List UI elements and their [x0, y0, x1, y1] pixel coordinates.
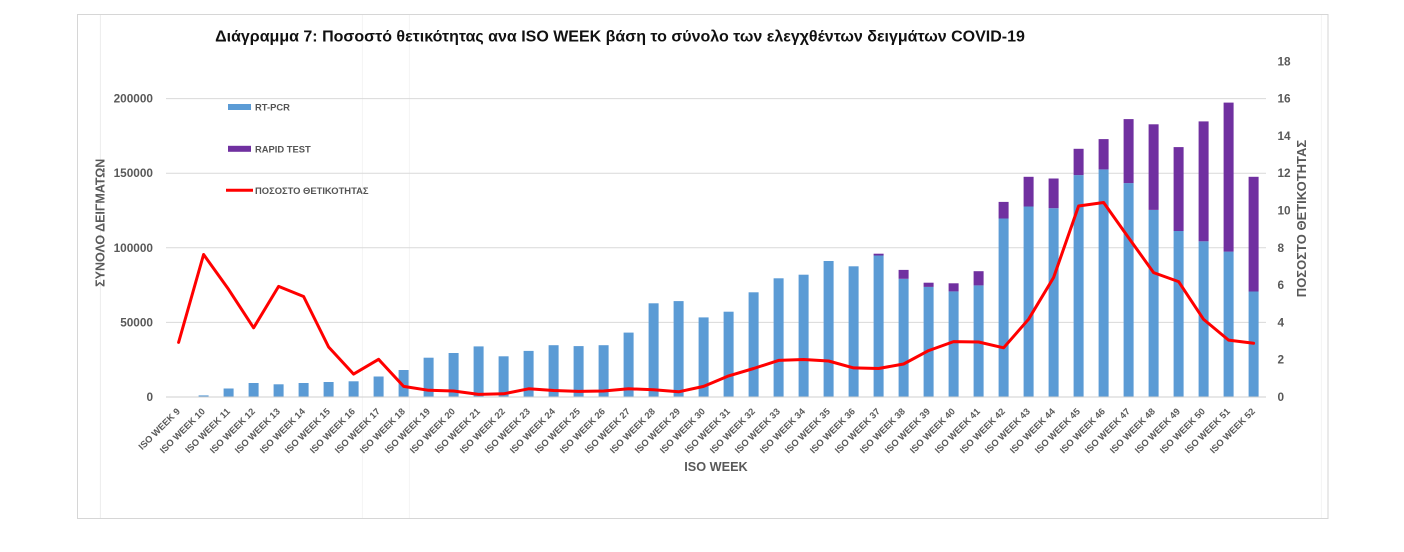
- svg-text:14: 14: [1278, 129, 1292, 143]
- svg-text:RAPID TEST: RAPID TEST: [255, 143, 311, 154]
- svg-text:6: 6: [1278, 278, 1285, 292]
- svg-text:0: 0: [1278, 390, 1285, 404]
- svg-text:100000: 100000: [114, 241, 154, 255]
- svg-text:Διάγραμμα 7: Ποσοστό θετικότητ: Διάγραμμα 7: Ποσοστό θετικότητας ανα ISO…: [215, 29, 1025, 46]
- svg-text:150000: 150000: [114, 166, 154, 180]
- svg-text:ΠΟΣΟΣΤΟ ΘΕΤΙΚΟΤΗΤΑΣ: ΠΟΣΟΣΤΟ ΘΕΤΙΚΟΤΗΤΑΣ: [1294, 140, 1309, 298]
- svg-text:8: 8: [1278, 241, 1285, 255]
- svg-text:2: 2: [1278, 353, 1285, 367]
- svg-text:ΠΟΣΟΣΤΟ ΘΕΤΙΚΟΤΗΤΑΣ: ΠΟΣΟΣΤΟ ΘΕΤΙΚΟΤΗΤΑΣ: [255, 185, 369, 196]
- svg-text:ISO WEEK: ISO WEEK: [684, 460, 748, 474]
- svg-text:18: 18: [1278, 54, 1292, 68]
- svg-text:ΣΥΝΟΛΟ ΔΕΙΓΜΑΤΩΝ: ΣΥΝΟΛΟ ΔΕΙΓΜΑΤΩΝ: [94, 159, 108, 287]
- svg-text:0: 0: [146, 390, 153, 404]
- svg-text:16: 16: [1278, 92, 1292, 106]
- svg-text:RT-PCR: RT-PCR: [255, 102, 290, 113]
- svg-text:10: 10: [1278, 204, 1292, 218]
- svg-text:12: 12: [1278, 166, 1292, 180]
- svg-text:200000: 200000: [114, 92, 154, 106]
- svg-text:50000: 50000: [120, 315, 153, 329]
- svg-text:4: 4: [1278, 315, 1285, 329]
